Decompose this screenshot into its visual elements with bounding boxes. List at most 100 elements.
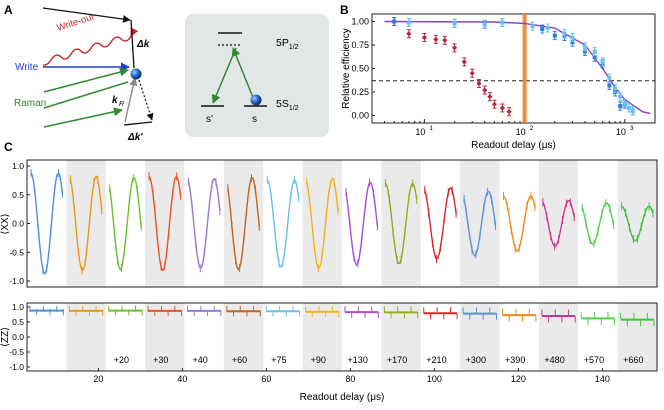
data-point-red: [406, 31, 412, 37]
window-band: [381, 160, 421, 287]
xx-oscillation: [30, 171, 64, 275]
zz-y-tick-label: 1.0: [12, 302, 24, 312]
readout-marker-bar: [522, 14, 527, 123]
window-offset-label: +390: [505, 355, 525, 365]
window-offset-label: +480: [544, 355, 564, 365]
xx-oscillation: [266, 178, 300, 268]
data-point-light-blue: [626, 105, 631, 110]
kr-label: k: [112, 95, 118, 106]
data-point-red: [487, 94, 493, 100]
window-offset-label: +90: [311, 355, 326, 365]
window-offset-label: +570: [584, 355, 604, 365]
state-s-prime-label: s': [206, 114, 213, 125]
y-tick-label: 0.25: [351, 87, 369, 97]
data-point-blue: [552, 33, 557, 38]
window-band: [223, 303, 264, 371]
window-band: [302, 160, 342, 287]
delta-kprime-label: Δk': [127, 132, 143, 143]
y-tick-label: 0.00: [351, 110, 369, 120]
data-point-blue: [570, 40, 575, 45]
x-tick-label: 10: [516, 127, 526, 137]
window-offset-label: +300: [466, 355, 486, 365]
window-offset-label: +130: [348, 355, 368, 365]
data-point-light-blue: [570, 35, 575, 40]
data-point-light-blue: [452, 21, 457, 26]
raman-arrow-2: [43, 81, 129, 109]
window-band: [302, 303, 342, 371]
write-label: Write: [15, 62, 39, 73]
xx-y-tick-label: 0.0: [12, 219, 24, 229]
data-point-red: [499, 105, 505, 111]
x-tick-label: 120: [511, 374, 526, 384]
state-s-label: s: [252, 114, 257, 125]
level-diagram: 5P1/2 5S1/2 s' s: [185, 14, 329, 137]
window-band: [223, 160, 264, 287]
xx-oscillation: [345, 181, 379, 267]
data-point-light-blue: [600, 59, 605, 64]
data-point-light-blue: [630, 108, 635, 113]
window-offset-label: +660: [623, 355, 643, 365]
raman-arrow-3: [43, 107, 123, 128]
xx-y-tick-label: -0.5: [9, 247, 24, 257]
xx-oscillation: [109, 177, 142, 271]
data-point-light-blue: [622, 101, 627, 106]
y-axis-label: Relative efficiency: [341, 28, 352, 108]
xx-y-tick-label: 1.0: [12, 161, 24, 171]
upper-level-label: 5P1/2: [276, 37, 299, 51]
data-point-blue: [582, 49, 587, 54]
data-point-red: [433, 36, 439, 42]
dotted-arrow: [138, 79, 154, 121]
window-band: [460, 160, 500, 287]
data-point-red: [469, 70, 475, 76]
window-band: [381, 303, 421, 371]
x-tick-label: 40: [177, 374, 187, 384]
window-band: [538, 160, 579, 287]
window-band: [617, 303, 657, 371]
data-point-red: [461, 59, 467, 65]
data-point-red: [506, 109, 512, 115]
data-point-light-blue: [530, 24, 535, 29]
x-tick-label: 20: [93, 374, 103, 384]
panel-a: A Write-out Δk Write Raman k R Δk': [4, 3, 154, 143]
x-tick-label: 10: [415, 127, 425, 137]
write-out-wave: [42, 27, 139, 66]
window-offset-label: +30: [153, 355, 168, 365]
x-axis-label: Readout delay (μs): [300, 392, 385, 403]
kr-subscript: R: [119, 101, 124, 108]
window-band: [145, 303, 185, 371]
window-offset-label: +210: [426, 355, 446, 365]
panel-label-a: A: [4, 3, 13, 17]
data-point-light-blue: [406, 20, 411, 25]
data-point-blue: [618, 104, 623, 109]
x-axis-label: Readout delay (μs): [471, 140, 556, 151]
window-offset-label: +40: [193, 355, 208, 365]
delta-k-label: Δk: [136, 39, 150, 50]
data-point-blue: [592, 55, 597, 60]
panel-label-b: B: [340, 3, 349, 17]
zz-y-tick-label: -1.0: [9, 362, 24, 372]
data-point-light-blue: [613, 86, 618, 91]
up-transition-arrow: [231, 47, 255, 101]
data-point-red: [451, 45, 458, 51]
panel-c: C 1.0 1.0 0.5 0.5 0.0 0.0 -0.5 -0.5 -1.0 -1.0 ⟨XX⟩…: [0, 140, 658, 403]
plot-frame: [371, 13, 656, 124]
delta-kprime-baseline: [123, 121, 153, 126]
data-point-red: [421, 34, 428, 41]
data-point-blue: [392, 19, 397, 24]
y-tick-label: 0.50: [351, 64, 369, 74]
zz-y-tick-label: -0.5: [9, 347, 24, 357]
data-point-light-blue: [592, 49, 597, 54]
data-point-blue: [607, 83, 612, 88]
xx-y-tick-label: -1.0: [9, 276, 24, 286]
window-band: [538, 303, 579, 371]
data-point-light-blue: [545, 26, 550, 31]
window-offset-label: +170: [387, 355, 407, 365]
y-tick-label: 1.00: [351, 17, 369, 27]
delta-k-arrow: [130, 19, 135, 69]
window-offset-label: +60: [232, 355, 247, 365]
data-point-red: [491, 101, 498, 107]
data-point-red: [476, 80, 482, 87]
xx-oscillation: [503, 194, 536, 252]
x-tick-label: 80: [345, 374, 355, 384]
